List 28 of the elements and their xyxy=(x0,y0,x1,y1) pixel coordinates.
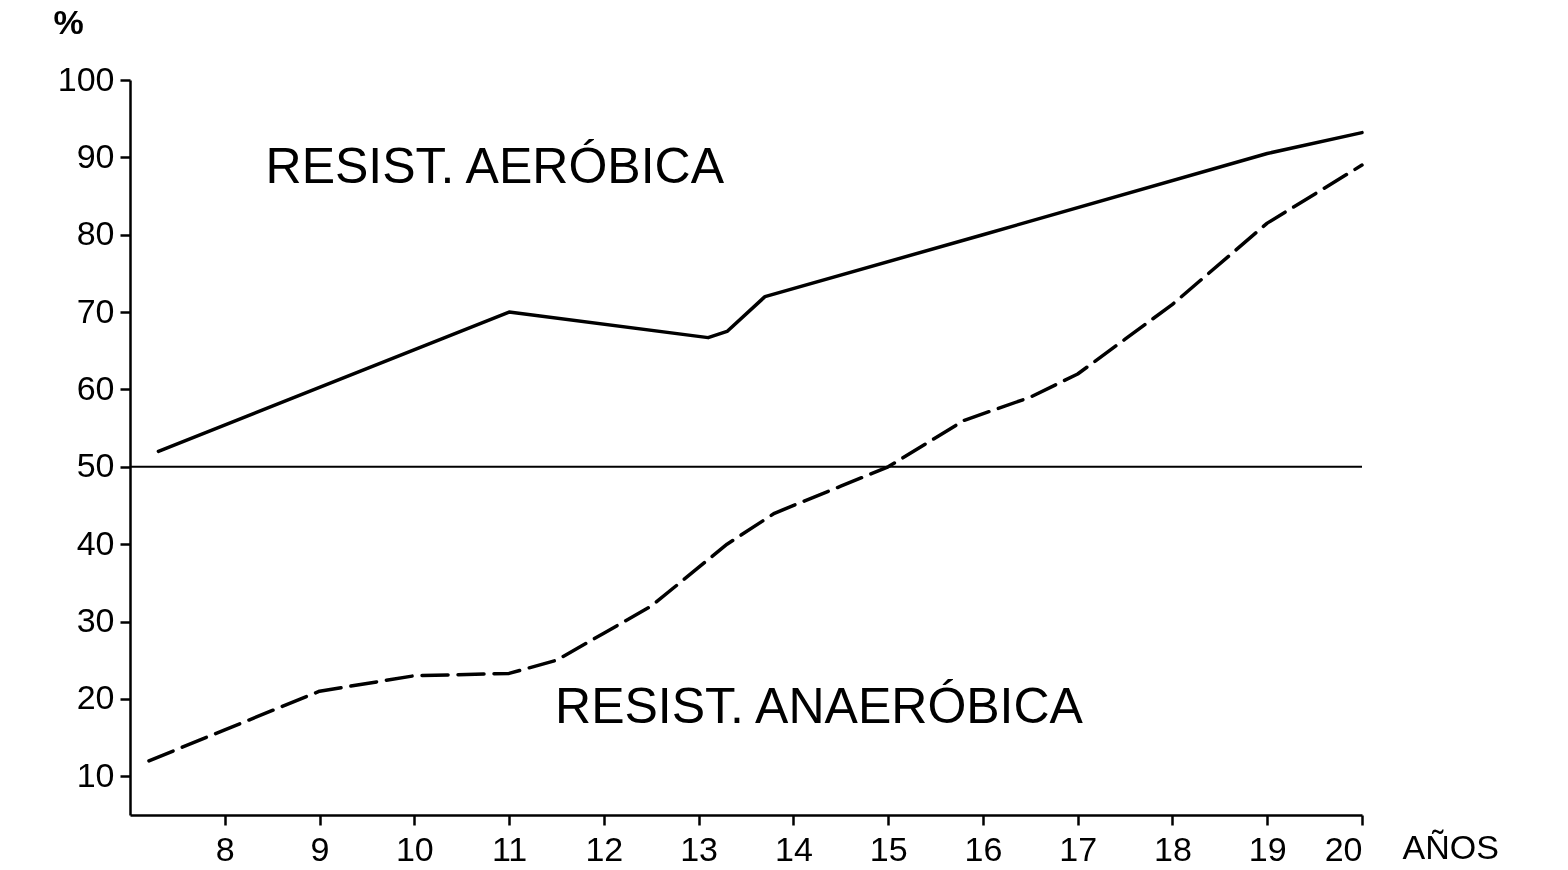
line-series xyxy=(156,130,1364,454)
y-tick-label: 20 xyxy=(76,678,115,717)
y-tick-label: 50 xyxy=(76,446,115,485)
x-tick-label: 18 xyxy=(1154,829,1192,868)
x-tick-label: 19 xyxy=(1248,829,1287,868)
x-tick-label: 17 xyxy=(1059,829,1098,868)
y-tick-label: 60 xyxy=(76,368,115,407)
y-tick-label: 70 xyxy=(76,291,115,330)
x-tick-label: 14 xyxy=(774,829,813,868)
x-tick-label: 13 xyxy=(680,829,719,868)
y-tick-label: 100 xyxy=(57,59,115,98)
y-tick-label: 30 xyxy=(76,601,115,640)
y-tick-label: 80 xyxy=(76,214,115,253)
series-label: RESIST. ANAERÓBICA xyxy=(555,678,1084,735)
x-tick-label: 16 xyxy=(964,829,1003,868)
x-tick-label: 20 xyxy=(1324,829,1363,868)
x-tick-label: 9 xyxy=(310,829,330,868)
x-tick-label: 8 xyxy=(215,829,235,868)
text: RESIST. AERÓBICA xyxy=(265,138,725,195)
y-tick-label: 10 xyxy=(76,755,115,794)
y-axis-title: % xyxy=(53,2,84,41)
x-axis-title: AÑOS xyxy=(1402,827,1499,866)
x-tick-label: 12 xyxy=(585,829,624,868)
y-tick-label: 40 xyxy=(76,523,115,562)
x-tick-label: 10 xyxy=(395,829,434,868)
y-tick-label: 90 xyxy=(76,136,115,175)
x-tick-label: 11 xyxy=(491,829,528,868)
x-tick-label: 15 xyxy=(869,829,908,868)
